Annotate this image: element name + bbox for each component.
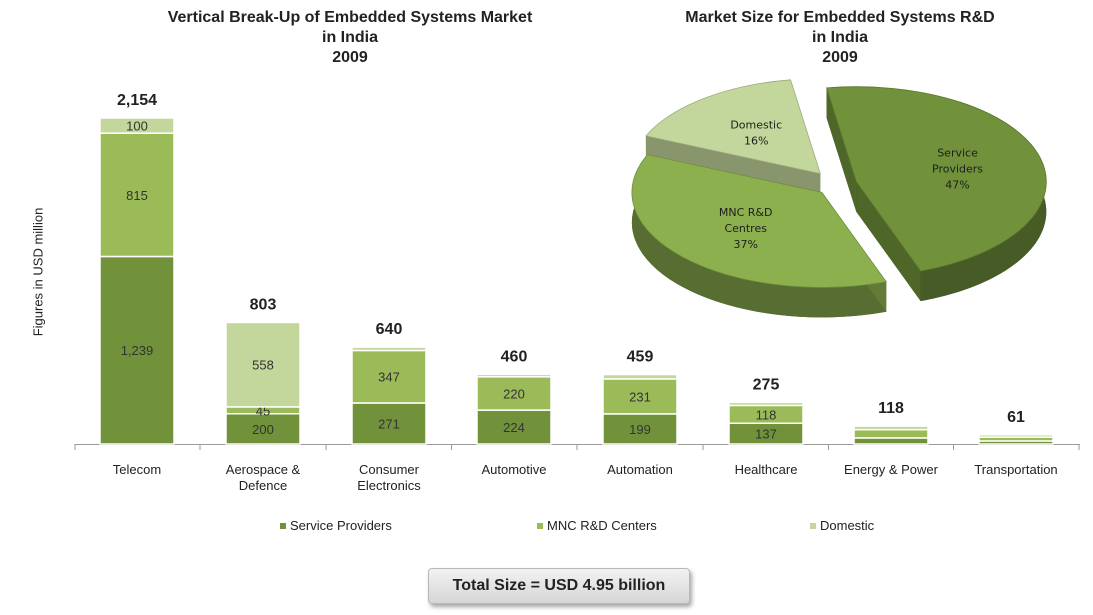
bar-segment-3 (978, 434, 1054, 438)
bar-segment-value-label: 231 (629, 389, 651, 404)
bar-segment-1 (351, 402, 427, 445)
category-label: Telecom (113, 462, 161, 477)
pie-slice-top-1 (826, 86, 1047, 272)
pie-slice-rim-2 (631, 154, 887, 318)
bar-segment-value-label: 118 (756, 407, 777, 422)
legend-label: MNC R&D Centers (547, 518, 657, 533)
bar-total-label: 640 (376, 321, 403, 338)
bar-segment-value-label: 1,239 (121, 343, 154, 358)
bar-chart-title-line-2: in India (322, 29, 378, 46)
category-label: Defence (239, 478, 287, 493)
category-label: Aerospace & (226, 462, 301, 477)
bar-total-label: 118 (878, 400, 904, 417)
bar-total-label: 459 (627, 349, 654, 366)
legend-label: Service Providers (290, 518, 392, 533)
pie-chart-title: Market Size for Embedded Systems R&D in … (640, 8, 1040, 68)
bar-total-label: 803 (250, 296, 277, 313)
total-size-text: Total Size = USD 4.95 billion (452, 577, 666, 594)
pie-slice-label: Providers (932, 163, 983, 176)
pie-slice-wall-1-2 (856, 181, 921, 302)
pie-chart-title-line-3: 2009 (822, 49, 858, 66)
legend-swatch (537, 523, 543, 529)
bar-segment-value-label: 220 (503, 386, 525, 401)
bar-segment-value-label: 200 (252, 422, 274, 437)
bar-segment-value-label: 224 (503, 420, 525, 435)
bar-segment-2 (476, 376, 552, 411)
bar-segment-value-label: 347 (378, 370, 400, 385)
bar-chart-title-line-3: 2009 (332, 49, 368, 66)
pie-slice-label: Service (937, 147, 978, 160)
bar-segment-3 (853, 425, 929, 431)
bar-chart-title: Vertical Break-Up of Embedded Systems Ma… (110, 8, 590, 68)
category-label: Electronics (357, 478, 421, 493)
bar-segment-1 (853, 437, 929, 445)
bar-segment-3 (99, 117, 175, 134)
category-label: Transportation (974, 462, 1057, 477)
pie-slice-top-2 (631, 154, 887, 288)
bar-segment-value-label: 137 (755, 427, 777, 442)
bar-total-label: 2,154 (117, 92, 157, 109)
category-label: Energy & Power (844, 462, 939, 477)
bar-segment-value-label: 271 (378, 416, 400, 431)
bar-segment-1 (99, 255, 175, 445)
pie-slice-label: Domestic (730, 118, 782, 131)
legend-label: Domestic (820, 518, 875, 533)
bar-segment-3 (225, 321, 301, 408)
category-label: Healthcare (735, 462, 798, 477)
pie-slice-label: 47% (945, 179, 969, 192)
bar-segment-3 (351, 346, 427, 352)
pie-slice-wall-1-1 (826, 87, 857, 212)
pie-slice-label: MNC R&D (719, 206, 773, 219)
bar-segment-value-label: 100 (126, 119, 148, 134)
bar-total-label: 275 (753, 376, 780, 393)
legend-swatch (280, 523, 286, 529)
pie-slice-label: 16% (744, 134, 768, 147)
bar-segment-2 (351, 349, 427, 404)
bar-segment-2 (602, 378, 678, 415)
bar-segment-2 (99, 132, 175, 258)
bar-segment-value-label: 815 (126, 188, 148, 203)
bar-segment-value-label: 199 (629, 422, 651, 437)
pie-chart-title-line-2: in India (812, 29, 868, 46)
pie-slice-label: 37% (733, 238, 757, 251)
bar-segment-value-label: 558 (252, 358, 274, 373)
total-size-box: Total Size = USD 4.95 billion (428, 568, 690, 604)
pie-chart-title-line-1: Market Size for Embedded Systems R&D (685, 9, 995, 26)
pie-slice-top-3 (645, 79, 821, 175)
bar-segment-3 (602, 373, 678, 380)
bar-segment-3 (728, 401, 804, 407)
legend-swatch (810, 523, 816, 529)
category-label: Consumer (359, 462, 420, 477)
bar-chart-title-line-1: Vertical Break-Up of Embedded Systems Ma… (167, 9, 533, 26)
category-label: Automation (607, 462, 673, 477)
bar-total-label: 61 (1007, 409, 1025, 426)
pie-slice-label: Centres (724, 222, 767, 235)
bar-segment-2 (853, 428, 929, 439)
bar-total-label: 460 (501, 348, 528, 365)
bar-segment-1 (225, 412, 301, 445)
bar-segment-3 (476, 373, 552, 378)
category-label: Automotive (481, 462, 546, 477)
